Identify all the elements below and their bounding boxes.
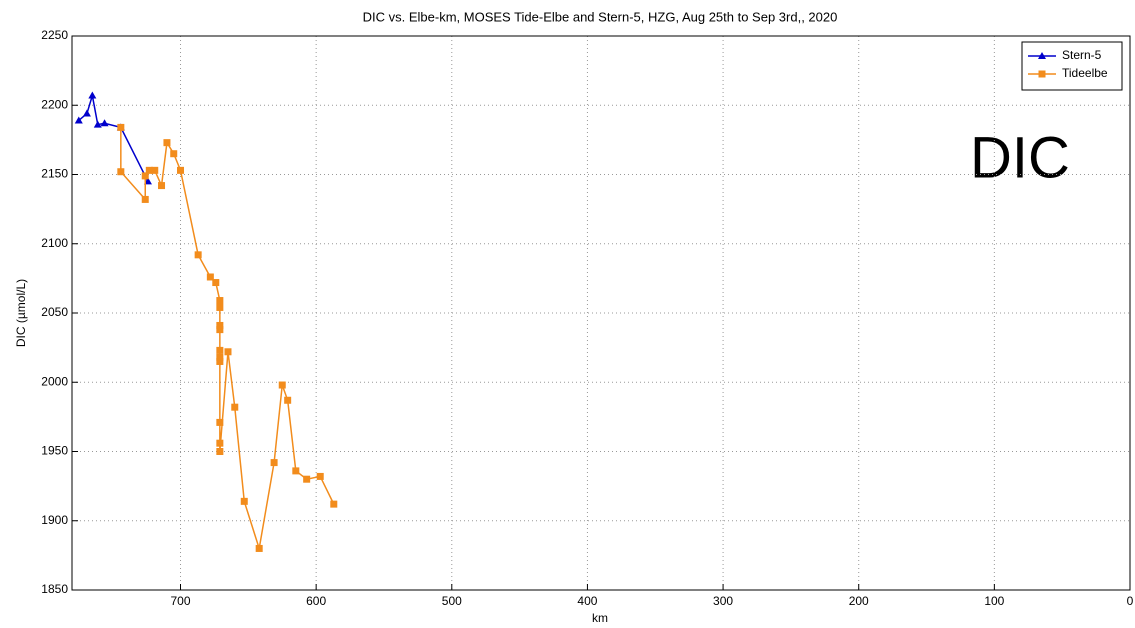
data-point [231,403,239,411]
series-line [78,95,149,182]
data-point [316,472,324,480]
data-point [330,500,338,508]
x-tick-label: 700 [170,594,190,608]
x-tick-label: 100 [984,594,1004,608]
y-tick-label: 2200 [41,97,68,111]
data-point [100,119,109,127]
data-point [270,459,278,467]
data-point [284,396,292,404]
y-tick-label: 1950 [41,444,68,458]
plot-frame [71,35,1131,591]
data-point [255,544,263,552]
data-point [151,166,159,174]
legend-box [1021,41,1123,91]
data-point [74,116,83,124]
annotation: DIC [970,125,1070,190]
chart-title: DIC vs. Elbe-km, MOSES Tide-Elbe and Ste… [363,9,838,24]
data-point [216,439,224,447]
data-point [88,91,97,99]
x-tick-label: 500 [442,594,462,608]
y-tick-label: 2050 [41,305,68,319]
data-point [170,150,178,158]
legend-label: Tideelbe [1062,66,1108,80]
data-point [278,381,286,389]
legend-marker [1038,70,1046,78]
data-point [194,251,202,259]
legend-label: Stern-5 [1062,48,1102,62]
data-point [216,297,224,305]
data-point [141,172,149,180]
data-point [141,195,149,203]
data-point [216,326,224,334]
data-point [212,279,220,287]
data-point [216,448,224,455]
y-tick-label: 2000 [41,374,68,388]
y-axis-label: DIC (µmol/L) [14,279,28,347]
data-point [93,120,102,128]
data-point [216,346,224,354]
data-point [82,109,91,117]
data-point [163,139,171,147]
x-tick-label: 600 [306,594,326,608]
series-line [120,127,335,549]
x-tick-label: 300 [713,594,733,608]
y-tick-label: 1850 [41,582,68,596]
data-point [216,321,224,329]
data-point [216,357,224,365]
data-point [292,467,300,475]
x-tick-label: 0 [1127,594,1134,608]
y-tick-label: 2250 [41,28,68,42]
data-point [303,475,311,483]
x-axis-label: km [592,611,608,625]
data-point [240,497,248,505]
data-point [216,418,224,426]
y-tick-label: 1900 [41,513,68,527]
y-tick-label: 2150 [41,167,68,181]
legend-marker [1038,52,1046,59]
x-tick-label: 200 [849,594,869,608]
data-point [216,303,224,311]
data-point [177,166,185,174]
x-tick-label: 400 [577,594,597,608]
data-point [117,168,125,176]
y-tick-label: 2100 [41,236,68,250]
data-point [206,273,214,281]
data-point [117,123,125,131]
data-point [216,353,224,361]
data-point [158,182,166,190]
data-point [224,348,232,356]
data-point [145,166,153,174]
